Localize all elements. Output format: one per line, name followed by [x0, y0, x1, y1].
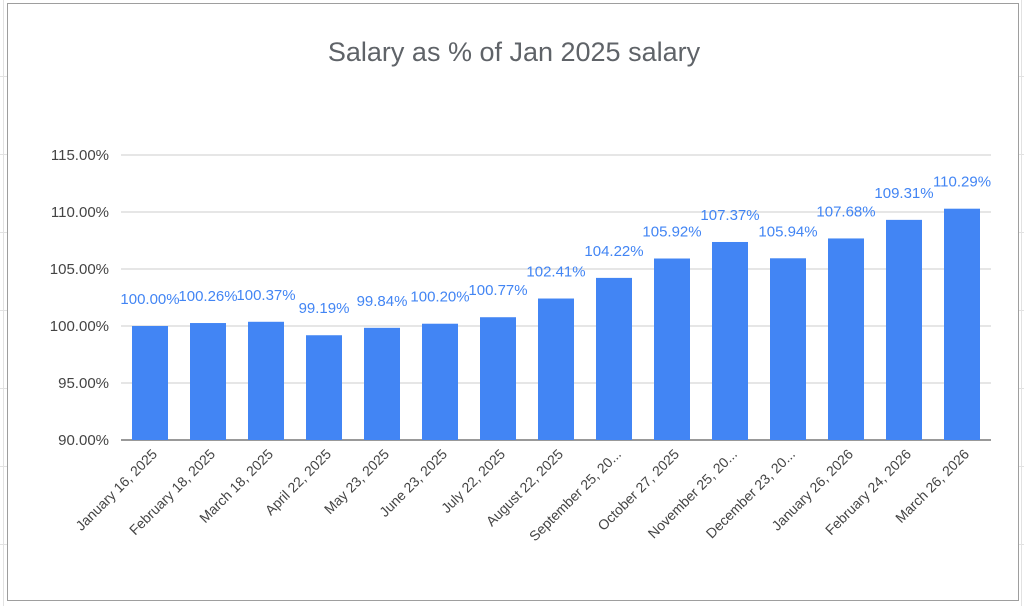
data-label: 99.84% [357, 293, 408, 310]
data-label: 110.29% [933, 174, 991, 191]
bar[interactable] [480, 317, 516, 440]
bars [132, 208, 980, 440]
data-label: 102.41% [526, 264, 585, 281]
bar[interactable] [596, 277, 632, 440]
bar[interactable] [190, 323, 226, 440]
data-label: 100.20% [410, 289, 469, 306]
bar-chart: Salary as % of Jan 2025 salary 90.00% 95.… [50, 37, 991, 544]
chart-title: Salary as % of Jan 2025 salary [328, 37, 701, 67]
data-label: 104.22% [584, 243, 643, 260]
bar[interactable] [654, 258, 690, 440]
y-tick-label: 95.00% [58, 375, 109, 392]
bar[interactable] [828, 238, 864, 440]
data-labels: 100.00%100.26%100.37%99.19% 99.84% 100.20%… [120, 174, 991, 318]
bar[interactable] [886, 219, 922, 440]
data-label: 109.31% [874, 185, 933, 202]
data-label: 100.77% [468, 282, 527, 299]
chart-container[interactable]: Salary as % of Jan 2025 salary 90.00% 95.… [7, 3, 1019, 601]
data-label: 100.37% [236, 287, 295, 304]
data-label: 107.68% [816, 203, 875, 220]
bar[interactable] [422, 323, 458, 440]
data-label: 99.19% [299, 300, 350, 317]
y-tick-label: 100.00% [50, 318, 109, 335]
y-tick-label: 110.00% [51, 204, 109, 221]
bar[interactable] [132, 326, 168, 440]
data-label: 107.37% [700, 207, 759, 224]
y-tick-label: 115.00% [51, 147, 109, 164]
data-label: 105.94% [758, 223, 817, 240]
data-label: 100.26% [178, 288, 237, 305]
bar[interactable] [538, 298, 574, 440]
bar[interactable] [770, 258, 806, 440]
data-label: 100.00% [120, 291, 179, 308]
bar[interactable] [248, 321, 284, 440]
bar[interactable] [712, 241, 748, 440]
y-axis-ticks: 90.00% 95.00% 100.00% 105.00% 110.00% 115.00% [50, 147, 109, 449]
bar[interactable] [364, 327, 400, 440]
bar[interactable] [306, 335, 342, 440]
bar[interactable] [944, 208, 980, 440]
y-tick-label: 105.00% [50, 261, 109, 278]
data-label: 105.92% [642, 224, 701, 241]
y-tick-label: 90.00% [58, 432, 109, 449]
